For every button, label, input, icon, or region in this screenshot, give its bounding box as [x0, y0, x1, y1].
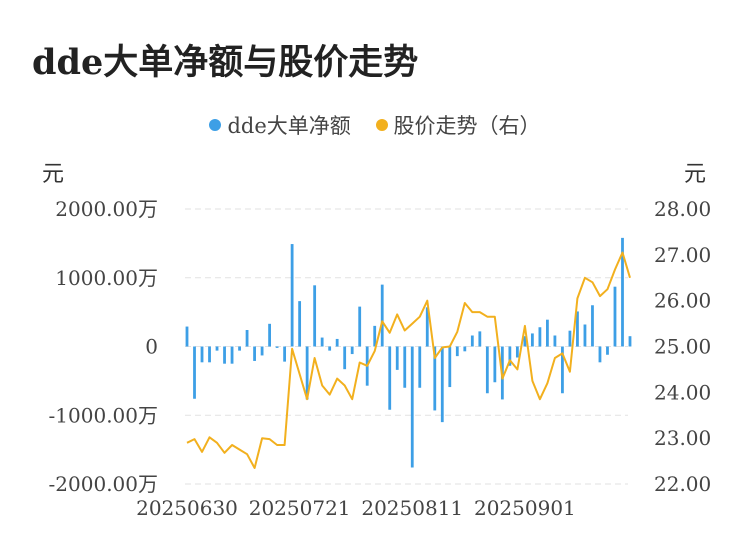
- dde-bar: [268, 323, 271, 347]
- dde-bar: [515, 346, 519, 358]
- right-tick-label: 23.00: [654, 426, 711, 450]
- dde-bar: [335, 338, 339, 347]
- legend-item-price[interactable]: 股价走势（右）: [375, 110, 541, 140]
- dde-bar: [546, 319, 549, 347]
- dde-bar: [260, 346, 264, 356]
- legend-item-dde[interactable]: dde大单净额: [209, 110, 351, 140]
- dde-bar: [485, 346, 489, 394]
- dde-bar: [553, 335, 557, 347]
- legend: dde大单净额 股价走势（右）: [0, 110, 750, 140]
- dde-bar: [463, 346, 467, 352]
- dde-bar: [478, 331, 482, 347]
- dde-bar: [591, 305, 594, 347]
- right-tick-label: 25.00: [654, 335, 711, 359]
- dde-bar: [523, 336, 527, 347]
- left-tick-label: -2000.00万: [49, 472, 158, 496]
- dde-bar: [208, 346, 211, 363]
- dde-bar: [530, 333, 534, 347]
- dde-bar: [425, 307, 429, 347]
- dde-bar: [238, 346, 241, 351]
- x-tick-label: 20250630: [136, 496, 238, 520]
- dde-bar: [403, 346, 407, 388]
- dde-bar: [621, 237, 624, 347]
- dde-bar: [185, 326, 189, 347]
- right-tick-label: 27.00: [654, 243, 711, 267]
- dde-bar: [193, 346, 196, 399]
- chart-title: dde大单净额与股价走势: [32, 42, 419, 83]
- dde-bar: [395, 346, 399, 370]
- dde-bar: [598, 346, 602, 363]
- dde-bar: [568, 330, 572, 347]
- dde-bar: [275, 346, 279, 348]
- dde-bar: [613, 286, 617, 347]
- dde-bar: [380, 284, 384, 347]
- dde-bar: [358, 306, 362, 347]
- dde-bar: [215, 346, 219, 351]
- dde-bar: [328, 346, 332, 351]
- dde-bar: [290, 244, 294, 347]
- dde-bar: [493, 346, 497, 383]
- dde-bar: [320, 337, 324, 347]
- left-tick-label: 2000.00万: [55, 197, 158, 221]
- dde-bar: [253, 346, 256, 361]
- dde-bar: [388, 346, 392, 410]
- dde-bar: [223, 346, 226, 364]
- legend-swatch-dde: [209, 119, 222, 131]
- dde-bar: [418, 346, 422, 388]
- dde-bar: [283, 346, 287, 362]
- dde-bar: [350, 346, 354, 355]
- right-axis-unit: 元: [684, 162, 707, 187]
- dde-bar: [561, 346, 564, 394]
- x-tick-label: 20250901: [474, 496, 576, 520]
- right-tick-label: 22.00: [654, 472, 711, 496]
- x-tick-label: 20250811: [361, 496, 463, 520]
- left-axis-unit: 元: [42, 162, 65, 187]
- dde-bar: [343, 346, 347, 370]
- dde-bar: [373, 325, 377, 347]
- dde-bar: [313, 285, 317, 347]
- right-tick-label: 24.00: [654, 380, 711, 404]
- dde-bar: [606, 346, 609, 355]
- legend-label-price: 股价走势（右）: [393, 114, 541, 138]
- left-tick-label: 0: [145, 335, 158, 359]
- left-tick-label: -1000.00万: [49, 403, 158, 427]
- dde-bar: [245, 330, 249, 347]
- price-line: [186, 251, 631, 469]
- left-tick-label: 1000.00万: [55, 266, 158, 290]
- dde-bar: [576, 311, 579, 347]
- dde-bar: [230, 346, 234, 364]
- dde-bar: [508, 346, 512, 366]
- dde-bar: [200, 346, 204, 363]
- right-tick-label: 26.00: [654, 289, 711, 313]
- dde-bar: [455, 346, 459, 357]
- dde-bar: [448, 346, 452, 388]
- right-tick-label: 28.00: [654, 197, 711, 221]
- legend-label-dde: dde大单净额: [227, 114, 351, 138]
- x-tick-label: 20250721: [249, 496, 351, 520]
- dde-bar: [470, 335, 474, 347]
- dde-bar: [433, 346, 437, 411]
- dde-bar: [628, 336, 632, 347]
- legend-swatch-price: [375, 119, 388, 131]
- dde-bar: [440, 346, 444, 423]
- dde-bar: [298, 301, 302, 347]
- dde-bar: [305, 346, 309, 400]
- dde-bar: [583, 324, 587, 347]
- dde-bar: [410, 346, 414, 468]
- dde-bar: [538, 327, 542, 347]
